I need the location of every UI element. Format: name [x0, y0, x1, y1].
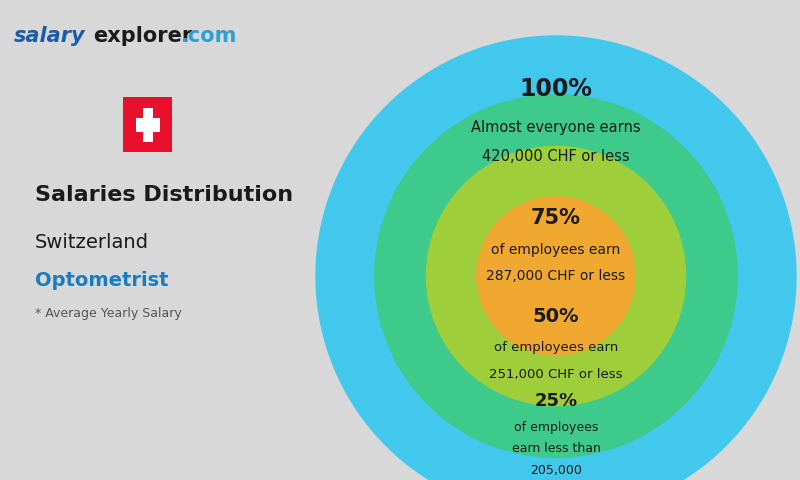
Text: .com: .com [182, 26, 238, 47]
Text: Almost everyone earns: Almost everyone earns [471, 120, 641, 135]
Text: Optometrist: Optometrist [35, 271, 169, 290]
Text: of employees earn: of employees earn [494, 341, 618, 355]
Text: 251,000 CHF or less: 251,000 CHF or less [490, 368, 622, 381]
FancyBboxPatch shape [123, 97, 173, 153]
Text: * Average Yearly Salary: * Average Yearly Salary [35, 307, 182, 320]
Circle shape [426, 146, 686, 406]
Text: 287,000 CHF or less: 287,000 CHF or less [486, 269, 626, 283]
Text: 420,000 CHF or less: 420,000 CHF or less [482, 148, 630, 164]
Text: 205,000: 205,000 [530, 464, 582, 477]
Text: of employees earn: of employees earn [491, 242, 621, 257]
Text: salary: salary [14, 26, 86, 47]
FancyBboxPatch shape [135, 118, 160, 132]
Text: earn less than: earn less than [511, 442, 601, 456]
Circle shape [316, 36, 796, 480]
Circle shape [477, 197, 635, 355]
Circle shape [374, 95, 738, 457]
Text: Switzerland: Switzerland [35, 233, 149, 252]
Text: 25%: 25% [534, 392, 578, 410]
Text: Salaries Distribution: Salaries Distribution [35, 185, 294, 205]
FancyBboxPatch shape [143, 108, 153, 142]
Text: 100%: 100% [519, 77, 593, 101]
Text: explorer: explorer [94, 26, 193, 47]
Text: 75%: 75% [531, 208, 581, 228]
Text: 50%: 50% [533, 307, 579, 326]
Text: of employees: of employees [514, 420, 598, 434]
